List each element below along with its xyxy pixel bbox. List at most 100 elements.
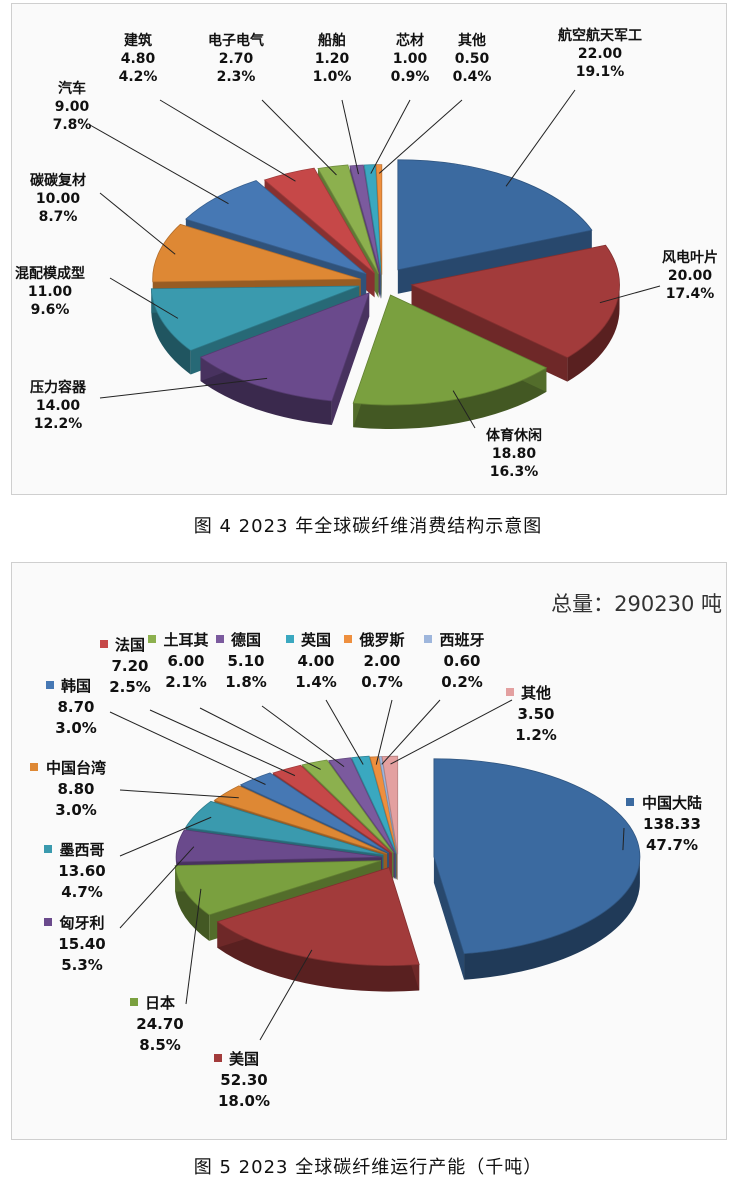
legend-swatch-5 [30,763,38,771]
legend-swatch-11 [344,635,352,643]
leader-line-0-7 [159,99,296,182]
slice-name: 建筑 [124,32,152,49]
slice-percent: 4.2% [119,69,158,85]
slice-value: 8.80 [57,780,94,798]
slice-percent: 12.2% [34,416,83,432]
slice-value: 5.10 [227,652,264,670]
pie-slice-1-5 [213,785,388,855]
slice-label-1-13: 其他 3.50 1.2% [515,684,557,744]
slice-value: 52.30 [220,1071,267,1089]
slice-value: 18.80 [492,446,537,462]
pie-slice-1-9 [328,757,396,854]
slice-name: 芯材 [396,32,424,49]
pie-slice-1-1 [216,867,420,966]
slice-percent: 9.6% [31,302,70,318]
slice-name: 韩国 [61,677,91,695]
slice-label-0-4: 混配模成型 11.00 9.6% [15,265,85,318]
slice-percent: 0.7% [361,673,403,691]
slice-label-1-11: 俄罗斯 2.00 0.7% [358,631,404,691]
slice-wall-0-4 [151,288,191,375]
slice-name: 土耳其 [163,631,208,649]
slice-name: 日本 [145,994,175,1012]
slice-name: 风电叶片 [662,249,718,266]
slice-value: 15.40 [58,935,105,953]
pie-slice-0-11 [375,164,383,275]
slice-wall-1-2 [175,865,210,941]
slice-value: 2.70 [219,51,254,67]
slice-label-0-3: 压力容器 14.00 12.2% [30,379,87,432]
slice-percent: 3.0% [55,801,97,819]
slice-name: 混配模成型 [15,265,85,282]
pie-slice-1-3 [175,829,383,863]
slice-percent: 1.4% [295,673,337,691]
slice-label-1-5: 中国台湾 8.80 3.0% [46,759,106,819]
slice-value: 9.00 [55,99,90,115]
slice-percent: 2.3% [217,69,256,85]
leader-line-0-2 [452,390,476,429]
leader-line-0-9 [341,99,359,175]
slice-wall-1-0 [464,856,640,980]
leader-line-1-4 [119,816,212,857]
legend-swatch-2 [130,998,138,1006]
slice-label-0-7: 建筑 4.80 4.2% [119,32,158,85]
slice-name: 航空航天军工 [558,27,642,44]
pie-slice-0-4 [150,285,360,351]
leader-line-0-5 [99,192,176,255]
slice-value: 10.00 [36,191,81,207]
leader-line-0-4 [109,277,179,319]
pie-slice-1-6 [239,772,390,854]
slice-value: 2.00 [363,652,400,670]
slice-percent: 0.2% [441,673,483,691]
slice-name: 美国 [229,1050,259,1068]
leader-line-1-13 [390,699,513,765]
slice-value: 7.20 [111,657,148,675]
slice-percent: 4.7% [61,883,103,901]
slice-name: 德国 [231,631,261,649]
leader-line-0-3 [99,377,268,399]
slice-label-1-12: 西班牙 0.60 0.2% [439,631,484,691]
slice-percent: 1.8% [225,673,267,691]
slice-percent: 7.8% [53,117,92,133]
pie-slice-0-5 [152,223,361,283]
legend-swatch-4 [44,845,52,853]
slice-label-0-2: 体育休闲 18.80 16.3% [486,427,542,480]
slice-percent: 5.3% [61,956,103,974]
pie-slice-1-4 [184,800,384,856]
slice-label-0-9: 船舶 1.20 1.0% [313,32,352,85]
slice-wall-0-2 [353,367,547,429]
leader-line-1-3 [119,846,195,929]
pie-slice-0-3 [199,292,370,402]
slice-value: 13.60 [58,862,105,880]
slice-value: 8.70 [57,698,94,716]
slice-value: 138.33 [643,815,701,833]
slice-label-1-1: 美国 52.30 18.0% [218,1050,270,1110]
slice-label-0-5: 碳碳复材 10.00 8.7% [30,172,86,225]
slice-percent: 16.3% [490,464,539,480]
legend-swatch-10 [286,635,294,643]
slice-name: 墨西哥 [59,841,104,859]
slice-label-0-10: 芯材 1.00 0.9% [391,32,430,85]
leader-line-1-9 [261,705,345,768]
pie-slice-0-6 [185,180,367,275]
slice-percent: 2.1% [165,673,207,691]
legend-swatch-1 [214,1054,222,1062]
slice-name: 俄罗斯 [358,631,404,649]
slice-label-1-3: 匈牙利 15.40 5.3% [58,914,105,974]
slice-label-1-10: 英国 4.00 1.4% [295,631,337,691]
pie-chart-5: 中国大陆 138.33 47.7% 美国 52.30 18.0% 日本 24.70 8.5% 匈牙… [30,592,722,1110]
pie-slice-1-7 [272,764,393,854]
slice-label-0-0: 航空航天军工 22.00 19.1% [558,27,642,80]
slice-wall-1-1 [217,921,420,992]
slice-label-0-1: 风电叶片 20.00 17.4% [662,249,718,302]
pie-slice-0-8 [317,164,379,274]
slice-name: 压力容器 [30,379,87,396]
slice-value: 14.00 [36,398,81,414]
slice-wall-0-3 [200,357,332,425]
slice-label-0-6: 汽车 9.00 7.8% [53,80,92,133]
slice-side-0-3-0 [331,292,370,425]
leader-line-0-1 [599,285,661,304]
slice-name: 其他 [458,32,486,49]
slice-value: 1.20 [315,51,350,67]
leader-line-1-5 [119,789,239,799]
